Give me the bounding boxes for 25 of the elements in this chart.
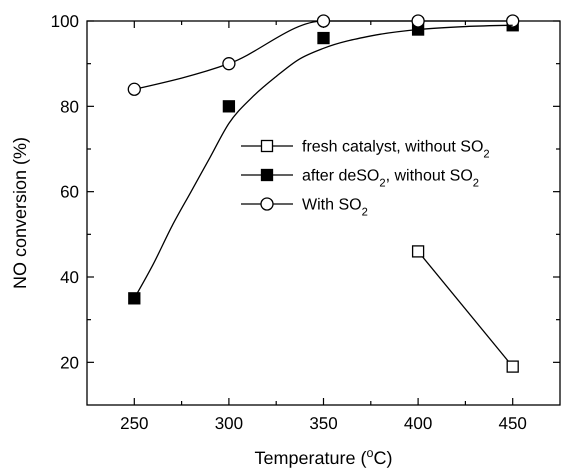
y-tick-label: 80 [60,97,79,116]
y-tick-label: 20 [60,353,79,372]
point [128,292,140,304]
y-tick-label: 100 [50,12,79,31]
point [128,82,141,96]
x-tick-label: 400 [404,414,432,433]
x-tick-label: 350 [309,414,338,433]
legend-label: fresh catalyst, without SO$_{2}$ [302,138,490,161]
x-tick-label: 250 [120,414,148,433]
legend-label: after deSO$_{2}$, without SO$_{2}$ [302,168,479,190]
point [222,57,236,70]
x-tick-label: 450 [498,414,527,433]
point [317,32,330,44]
x-tick-label: 300 [214,414,244,433]
point [316,14,330,28]
point [412,245,424,258]
point [506,360,519,373]
y-tick-label: 60 [60,182,79,202]
point [222,100,236,112]
legend-label: With SO$_{2}$ [302,196,368,219]
x-axis-title: Temperature ($^{o}$C) [254,446,393,468]
y-tick-label: 40 [60,268,79,287]
y-axis-title: NO conversion (%) [10,136,30,290]
point [411,14,425,28]
point [506,14,520,28]
